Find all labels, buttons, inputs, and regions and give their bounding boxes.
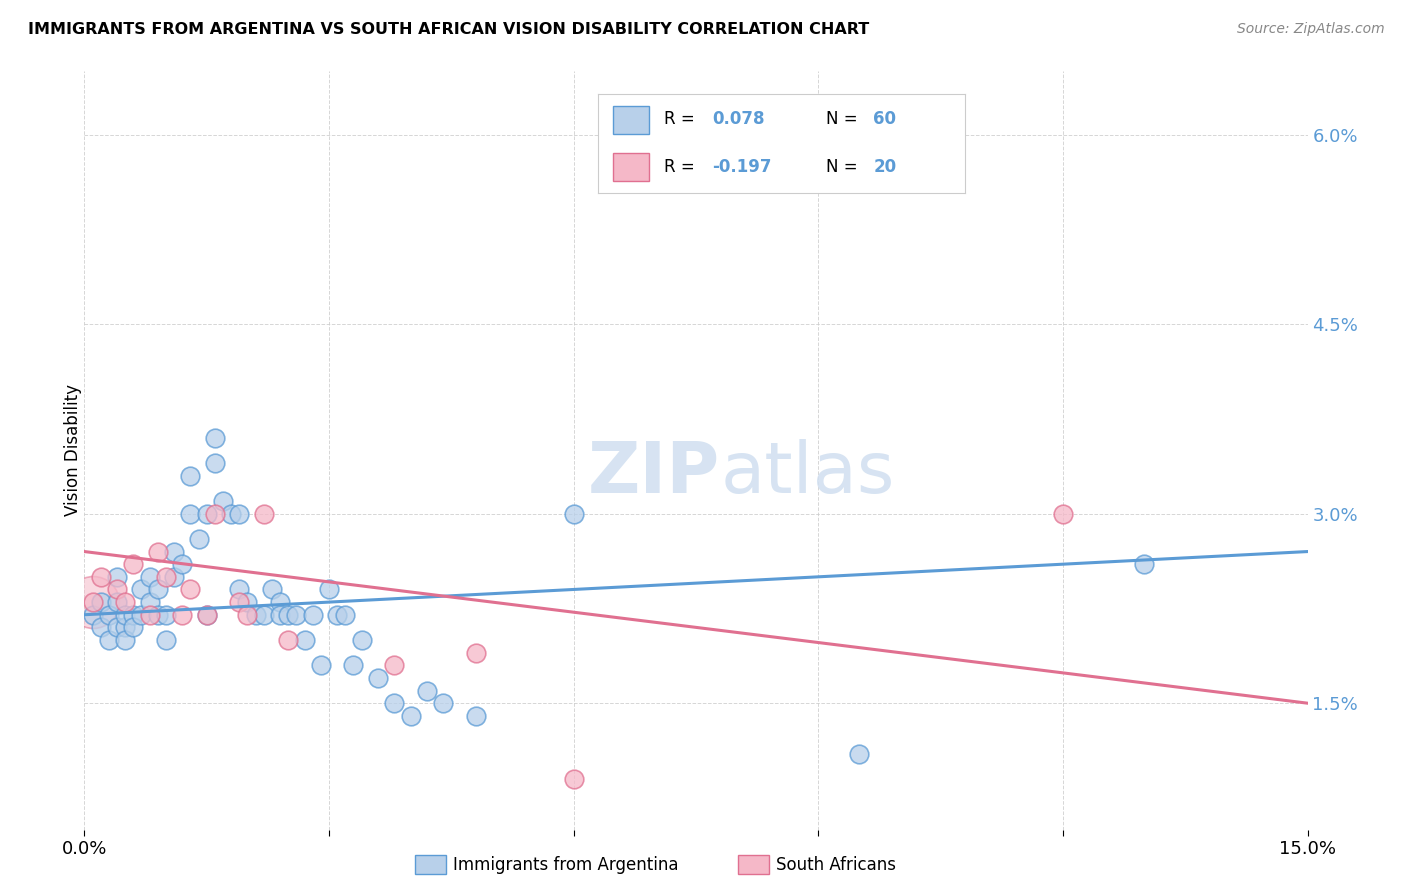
- Point: [277, 607, 299, 622]
- Point: [97, 607, 120, 622]
- Point: [90, 595, 112, 609]
- Point: [1133, 557, 1156, 572]
- Point: [848, 747, 870, 761]
- Point: [105, 595, 128, 609]
- Point: [179, 582, 201, 597]
- Point: [399, 708, 422, 723]
- Point: [114, 595, 136, 609]
- Point: [253, 507, 276, 521]
- Point: [195, 607, 218, 622]
- Point: [163, 544, 186, 558]
- Point: [318, 582, 340, 597]
- Point: [122, 620, 145, 634]
- Point: [382, 696, 405, 710]
- Point: [114, 620, 136, 634]
- Point: [195, 607, 218, 622]
- Point: [105, 570, 128, 584]
- Point: [228, 595, 250, 609]
- Point: [146, 607, 169, 622]
- Point: [82, 595, 104, 609]
- Point: [260, 582, 283, 597]
- Point: [562, 772, 585, 786]
- Point: [245, 607, 267, 622]
- Point: [236, 595, 259, 609]
- Point: [253, 607, 276, 622]
- Point: [301, 607, 323, 622]
- Point: [204, 456, 226, 470]
- Point: [105, 620, 128, 634]
- Point: [155, 633, 177, 648]
- Text: IMMIGRANTS FROM ARGENTINA VS SOUTH AFRICAN VISION DISABILITY CORRELATION CHART: IMMIGRANTS FROM ARGENTINA VS SOUTH AFRIC…: [28, 22, 869, 37]
- Point: [105, 582, 128, 597]
- Point: [326, 607, 349, 622]
- Point: [350, 633, 373, 648]
- Point: [309, 658, 332, 673]
- Text: ZIP: ZIP: [588, 439, 720, 508]
- Point: [122, 557, 145, 572]
- Point: [122, 607, 145, 622]
- Point: [90, 570, 112, 584]
- Point: [97, 633, 120, 648]
- Point: [236, 607, 259, 622]
- Point: [367, 671, 389, 685]
- Y-axis label: Vision Disability: Vision Disability: [65, 384, 82, 516]
- Point: [335, 607, 357, 622]
- Point: [269, 595, 291, 609]
- Point: [114, 633, 136, 648]
- Point: [1052, 507, 1074, 521]
- Point: [464, 708, 486, 723]
- Point: [195, 507, 218, 521]
- Point: [138, 607, 160, 622]
- Point: [114, 607, 136, 622]
- Point: [294, 633, 316, 648]
- Point: [204, 507, 226, 521]
- Point: [138, 570, 160, 584]
- Point: [219, 507, 242, 521]
- Point: [277, 633, 299, 648]
- Point: [172, 557, 194, 572]
- Point: [163, 570, 186, 584]
- Point: [179, 507, 201, 521]
- Point: [131, 607, 153, 622]
- Point: [146, 582, 169, 597]
- Point: [228, 507, 250, 521]
- Point: [155, 570, 177, 584]
- Point: [562, 507, 585, 521]
- Text: South Africans: South Africans: [776, 856, 896, 874]
- Point: [285, 607, 308, 622]
- Point: [228, 582, 250, 597]
- Point: [155, 607, 177, 622]
- Text: atlas: atlas: [720, 439, 894, 508]
- Point: [82, 595, 104, 609]
- Point: [179, 468, 201, 483]
- Text: Immigrants from Argentina: Immigrants from Argentina: [453, 856, 678, 874]
- Point: [187, 532, 209, 546]
- Point: [269, 607, 291, 622]
- Point: [204, 431, 226, 445]
- Text: Source: ZipAtlas.com: Source: ZipAtlas.com: [1237, 22, 1385, 37]
- Point: [382, 658, 405, 673]
- Point: [146, 544, 169, 558]
- Point: [90, 620, 112, 634]
- Point: [342, 658, 364, 673]
- Point: [131, 582, 153, 597]
- Point: [172, 607, 194, 622]
- Point: [212, 494, 235, 508]
- Point: [416, 683, 439, 698]
- Point: [138, 595, 160, 609]
- Point: [432, 696, 454, 710]
- Point: [82, 607, 104, 622]
- Point: [464, 646, 486, 660]
